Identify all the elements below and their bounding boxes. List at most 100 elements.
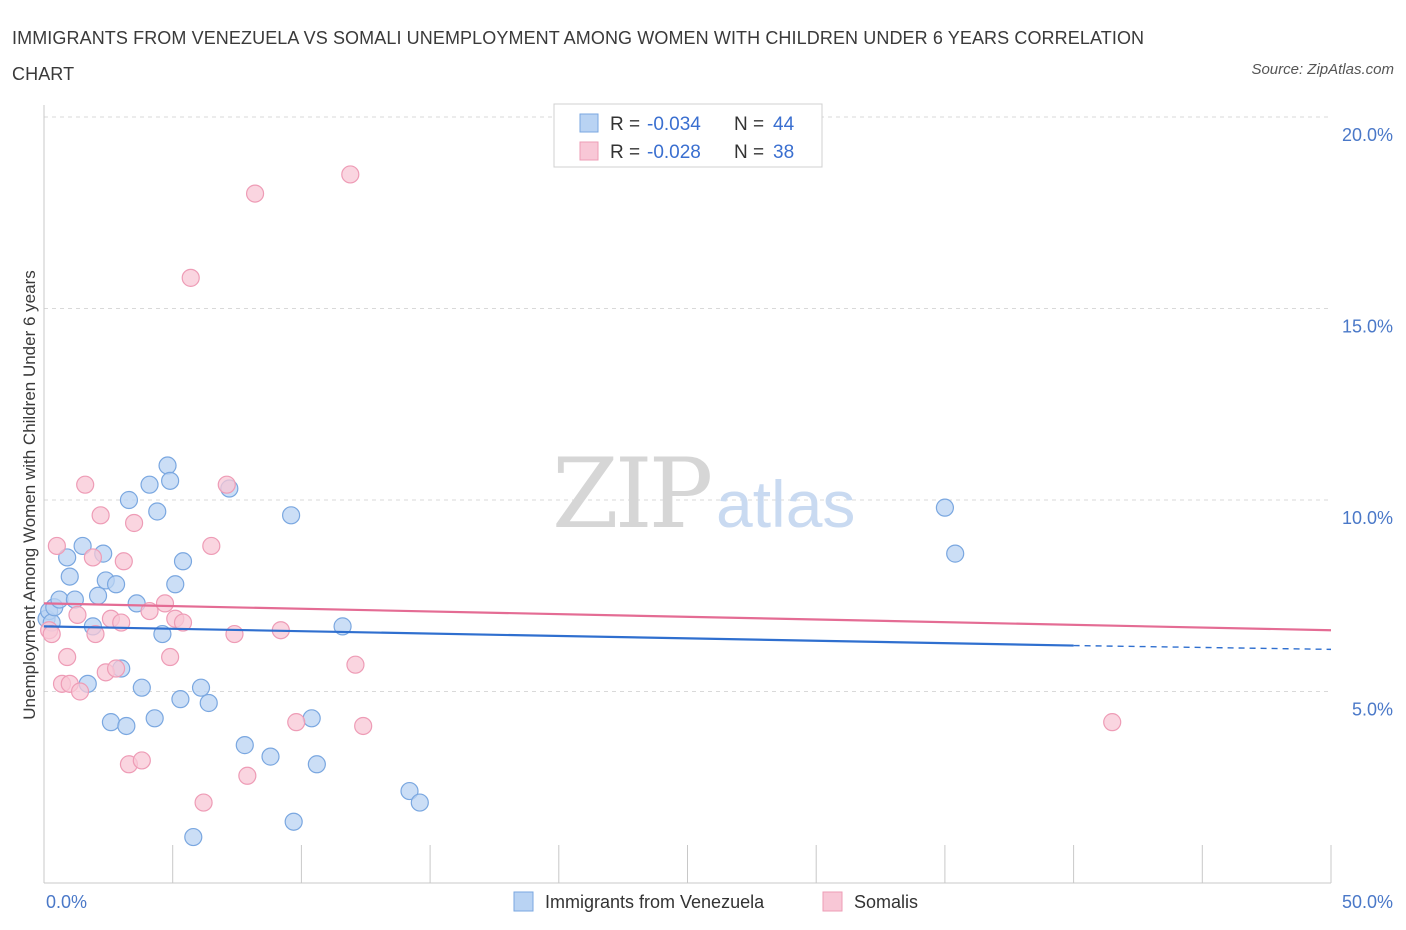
blue-data-point	[65, 590, 84, 609]
legend-n-label-1: N =	[734, 114, 764, 135]
blue-data-point	[410, 793, 429, 812]
blue-data-point	[119, 490, 139, 510]
pink-data-point	[346, 655, 365, 674]
blue-data-point	[284, 812, 303, 831]
pink-data-point	[194, 793, 213, 812]
series-legend: Immigrants from Venezuela Somalis	[513, 891, 918, 912]
chart-title: IMMIGRANTS FROM VENEZUELA VS SOMALI UNEM…	[12, 28, 1145, 84]
blue-data-point	[171, 690, 190, 709]
pink-data-point	[70, 682, 90, 701]
legend-n-label-2: N =	[734, 142, 764, 163]
pink-data-point	[245, 184, 265, 203]
blue-data-point	[140, 475, 159, 494]
pink-data-point	[86, 624, 105, 644]
pink-data-point	[161, 647, 180, 667]
y-tick-label: 10.0%	[1342, 508, 1393, 528]
blue-data-point	[173, 552, 193, 571]
pink-data-point	[202, 536, 221, 556]
blue-data-point	[166, 575, 185, 594]
pink-data-point	[341, 165, 360, 184]
blue-data-point	[73, 536, 92, 556]
blue-data-point	[184, 827, 203, 847]
blue-data-point	[235, 736, 254, 755]
pink-data-point	[114, 552, 133, 571]
legend-swatch-pink	[579, 141, 599, 161]
blue-data-point	[199, 693, 218, 713]
watermark-atlas: atlas	[716, 467, 855, 541]
blue-data-point	[58, 548, 77, 567]
x-tick-label: 50.0%	[1342, 892, 1393, 912]
pink-data-point	[354, 716, 373, 736]
blue-data-point	[282, 506, 301, 525]
legend-n-value-2: 38	[773, 142, 794, 163]
trend-layer	[43, 602, 1332, 651]
blue-data-point	[50, 590, 69, 609]
blue-data-point	[106, 575, 126, 594]
blue-data-point	[161, 471, 180, 490]
watermark-zip: ZIP	[552, 438, 711, 550]
blue-trend-line	[43, 625, 1074, 647]
blue-data-point	[60, 567, 79, 586]
pink-data-point	[1103, 713, 1122, 732]
y-tick-label: 15.0%	[1342, 317, 1393, 337]
pink-data-point	[124, 513, 144, 533]
pink-data-point	[287, 713, 306, 732]
legend-r-value-1: -0.034	[647, 114, 701, 135]
pink-data-point	[58, 647, 77, 667]
pink-data-point	[173, 613, 193, 632]
blue-data-point	[101, 713, 121, 732]
pink-data-point	[106, 659, 126, 678]
pink-data-point	[238, 766, 257, 785]
watermark: ZIP atlas	[552, 438, 855, 550]
legend-n-value-1: 44	[773, 114, 795, 135]
pink-data-point	[140, 601, 159, 621]
blue-data-point	[132, 678, 151, 697]
x-tick-label: 0.0%	[46, 892, 87, 912]
blue-data-point	[946, 544, 965, 563]
pink-data-point	[68, 605, 87, 625]
blue-data-point	[88, 586, 108, 605]
blue-data-point	[307, 755, 326, 774]
pink-data-point	[42, 624, 61, 644]
y-tick-label: 5.0%	[1352, 700, 1393, 720]
blue-data-point	[261, 747, 280, 766]
legend-r-value-2: -0.028	[647, 142, 701, 163]
pink-data-point	[155, 594, 175, 613]
legend-r-label-2: R =	[610, 142, 640, 163]
blue-data-point	[400, 781, 419, 801]
correlation-legend: R = -0.034 N = 44 R = -0.028 N = 38	[553, 103, 823, 168]
series-legend-swatch-blue	[513, 891, 534, 912]
blue-data-point	[191, 678, 211, 697]
y-axis-label: Unemployment Among Women with Children U…	[20, 270, 39, 719]
blue-data-point	[158, 456, 177, 475]
y-tick-label: 20.0%	[1342, 125, 1393, 145]
series-legend-swatch-pink	[822, 891, 843, 912]
tick-labels: 5.0% 10.0% 15.0% 20.0% 0.0% 50.0%	[46, 125, 1393, 912]
pink-data-point	[181, 268, 200, 287]
legend-box	[553, 103, 823, 168]
blue-data-point	[145, 709, 164, 728]
pink-data-point	[91, 506, 110, 525]
grid-layer	[44, 116, 1331, 692]
blue-data-point	[117, 716, 136, 736]
pink-data-point	[225, 624, 244, 644]
axis-layer	[43, 105, 1332, 884]
legend-r-label-1: R =	[610, 114, 640, 135]
blue-data-point	[148, 502, 167, 521]
blue-data-point	[333, 617, 352, 636]
series-legend-label-blue: Immigrants from Venezuela	[545, 892, 765, 912]
source-label: Source: ZipAtlas.com	[1251, 61, 1394, 78]
pink-trend-line	[43, 602, 1332, 632]
blue-trend-extension	[1073, 644, 1332, 651]
blue-data-point	[302, 709, 321, 728]
blue-data-point	[153, 624, 172, 644]
pink-data-point	[47, 536, 66, 556]
series-legend-label-pink: Somalis	[854, 892, 918, 912]
pink-data-point	[83, 548, 103, 567]
pink-data-point	[217, 475, 236, 494]
legend-swatch-blue	[579, 113, 599, 133]
pink-data-point	[132, 751, 151, 770]
pink-data-point	[76, 475, 95, 494]
blue-data-point	[935, 498, 955, 517]
